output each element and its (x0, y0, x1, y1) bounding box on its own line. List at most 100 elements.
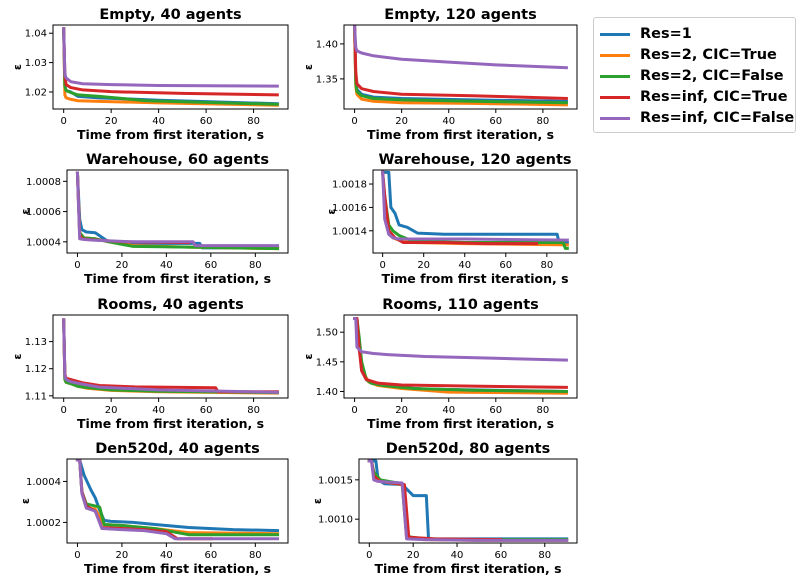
series-line-2 (62, 27, 279, 107)
x-tick-label: 40 (442, 116, 455, 127)
x-tick-label: 40 (458, 260, 471, 271)
y-tick-label: 1.0006 (26, 207, 61, 218)
chart-panel-3: 0 20 40 60 80 1.0004 1.0006 1.0008 Warehouse, 60… (19, 152, 289, 286)
x-tick-label: 60 (489, 405, 502, 416)
chart-panel-2: 0 20 40 60 80 1.35 1.40 Empty, 120 agents Time f… (302, 7, 578, 142)
chart-title: Warehouse, 60 agents (86, 152, 269, 168)
plot-frame (343, 314, 578, 399)
x-tick-label: 40 (160, 550, 173, 561)
x-tick-label: 80 (540, 260, 553, 271)
series-line-5 (75, 459, 280, 541)
y-tick-label: 1.0014 (332, 226, 367, 237)
x-tick-label: 80 (249, 260, 262, 271)
y-tick-label: 1.02 (25, 87, 47, 98)
legend: Res=1 Res=2, CIC=True Res=2, CIC=False R… (593, 17, 796, 133)
x-tick-label: 0 (351, 405, 357, 416)
legend-label-resinf-cic-false: Res=inf, CIC=False (640, 110, 795, 126)
legend-swatch-res2-cic-false (600, 74, 630, 78)
x-tick-label: 0 (366, 550, 372, 561)
x-tick-label: 20 (395, 405, 408, 416)
legend-item-res2-cic-true: Res=2, CIC=True (600, 45, 777, 65)
chart-panel-4: 0 20 40 60 80 1.0014 1.0016 1.0018 Warehouse, 12… (325, 152, 578, 286)
legend-swatch-res1 (600, 32, 630, 36)
series-line-5 (62, 27, 279, 88)
y-tick-label: 1.03 (25, 58, 47, 69)
y-tick-label: 1.50 (316, 328, 338, 339)
y-tick-label: 1.40 (316, 39, 338, 50)
chart-panel-5: 0 20 40 60 80 1.11 1.12 1.13 Rooms, 40 agents Tim… (11, 297, 289, 431)
chart-title: Empty, 40 agents (99, 7, 241, 23)
y-tick-label: 1.0018 (332, 180, 367, 191)
x-tick-label: 0 (60, 116, 66, 127)
y-tick-label: 1.0010 (318, 515, 353, 526)
x-tick-label: 60 (204, 550, 217, 561)
x-tick-label: 40 (160, 260, 173, 271)
y-tick-label: 1.0015 (318, 475, 353, 486)
series-line-5 (353, 317, 568, 362)
y-axis-label: ε (311, 498, 324, 504)
x-tick-label: 60 (200, 405, 213, 416)
x-axis-label: Time from first iteration, s (367, 416, 554, 431)
x-tick-label: 80 (537, 405, 550, 416)
legend-label-resinf-cic-true: Res=inf, CIC=True (640, 89, 788, 105)
y-axis-label: ε (11, 64, 24, 70)
x-tick-label: 0 (351, 116, 357, 127)
y-axis-label: ε (325, 208, 338, 214)
y-tick-label: 1.0004 (26, 477, 61, 488)
chart-panel-6: 0 20 40 60 80 1.40 1.45 1.50 Rooms, 110 agents Ti… (302, 297, 578, 431)
x-axis-label: Time from first iteration, s (381, 271, 568, 286)
x-axis-label: Time from first iteration, s (77, 127, 264, 142)
x-tick-label: 20 (116, 260, 129, 271)
legend-swatch-res2-cic-true (600, 53, 630, 57)
x-tick-label: 0 (379, 260, 385, 271)
y-tick-label: 1.35 (316, 74, 338, 85)
series-line-5 (75, 171, 280, 248)
y-axis-label: ε (302, 353, 315, 359)
x-tick-label: 40 (152, 116, 165, 127)
series-line-4 (353, 317, 568, 389)
y-tick-label: 1.0004 (26, 237, 61, 248)
chart-title: Rooms, 110 agents (382, 297, 539, 313)
plot-frame (372, 169, 578, 254)
y-tick-label: 1.45 (316, 357, 338, 368)
y-axis-label: ε (19, 208, 32, 214)
chart-title: Warehouse, 120 agents (378, 152, 571, 168)
x-tick-label: 60 (489, 116, 502, 127)
series-line-5 (62, 318, 279, 394)
chart-panel-1: 0 20 40 60 80 1.02 1.03 1.04 Empty, 40 agents Tim… (11, 7, 289, 142)
y-tick-label: 1.0002 (26, 518, 61, 529)
y-tick-label: 1.11 (25, 391, 47, 402)
x-tick-label: 20 (395, 116, 408, 127)
x-axis-label: Time from first iteration, s (84, 271, 271, 286)
legend-label-res1: Res=1 (640, 26, 692, 42)
x-tick-label: 20 (417, 260, 430, 271)
plot-frame (52, 314, 289, 399)
x-tick-label: 0 (74, 260, 80, 271)
x-tick-label: 40 (152, 405, 165, 416)
y-tick-label: 1.0008 (26, 177, 61, 188)
x-tick-label: 0 (60, 405, 66, 416)
y-tick-label: 1.04 (25, 29, 47, 40)
y-axis-label: ε (19, 498, 32, 504)
x-axis-label: Time from first iteration, s (84, 561, 271, 576)
series-line-5 (353, 25, 568, 70)
plot-frame (66, 458, 289, 544)
chart-panel-8: 0 20 40 60 80 1.0010 1.0015 Den520d, 80 agents T… (311, 441, 578, 576)
chart-title: Den520d, 40 agents (95, 441, 260, 457)
series-line-3 (62, 27, 279, 106)
x-tick-label: 80 (537, 116, 550, 127)
y-tick-label: 1.12 (25, 364, 47, 375)
x-tick-label: 20 (105, 116, 118, 127)
chart-title: Rooms, 40 agents (97, 297, 244, 313)
legend-item-res2-cic-false: Res=2, CIC=False (600, 66, 784, 86)
series-line-1 (381, 170, 569, 244)
legend-swatch-resinf-cic-true (600, 95, 630, 99)
x-tick-label: 20 (116, 550, 129, 561)
legend-label-res2-cic-false: Res=2, CIC=False (640, 68, 784, 84)
x-tick-label: 20 (407, 550, 420, 561)
x-tick-label: 60 (499, 260, 512, 271)
legend-item-resinf-cic-true: Res=inf, CIC=True (600, 87, 788, 107)
y-axis-label: ε (302, 64, 315, 70)
series-line-5 (381, 170, 569, 242)
